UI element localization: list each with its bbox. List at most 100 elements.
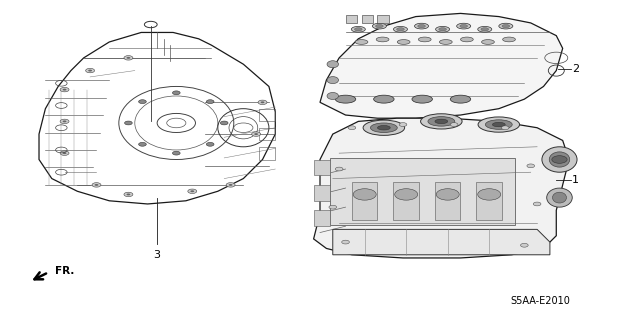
Circle shape: [228, 184, 232, 186]
Circle shape: [88, 70, 92, 71]
Ellipse shape: [376, 37, 389, 42]
Ellipse shape: [481, 28, 488, 31]
Circle shape: [342, 240, 349, 244]
Circle shape: [125, 121, 132, 125]
Ellipse shape: [419, 37, 431, 42]
Ellipse shape: [547, 188, 572, 207]
Ellipse shape: [477, 26, 492, 32]
Circle shape: [206, 142, 214, 146]
Circle shape: [124, 192, 133, 197]
Circle shape: [60, 87, 69, 92]
Ellipse shape: [420, 114, 462, 129]
Ellipse shape: [378, 125, 390, 130]
Ellipse shape: [428, 117, 455, 126]
Circle shape: [127, 57, 131, 59]
Circle shape: [260, 101, 264, 103]
Circle shape: [254, 133, 258, 135]
Text: FR.: FR.: [55, 266, 74, 276]
Circle shape: [226, 183, 235, 187]
Circle shape: [353, 189, 376, 200]
Circle shape: [95, 184, 99, 186]
Ellipse shape: [461, 37, 473, 42]
Text: 3: 3: [154, 250, 161, 260]
Ellipse shape: [478, 117, 520, 132]
Ellipse shape: [335, 95, 356, 103]
Circle shape: [258, 100, 267, 105]
Circle shape: [399, 123, 407, 126]
Ellipse shape: [371, 123, 397, 132]
Ellipse shape: [355, 40, 368, 44]
Text: S5AA-E2010: S5AA-E2010: [510, 296, 570, 306]
Ellipse shape: [492, 122, 505, 127]
Circle shape: [173, 91, 180, 95]
Ellipse shape: [460, 25, 467, 28]
Ellipse shape: [394, 26, 408, 32]
Circle shape: [220, 121, 228, 125]
Circle shape: [173, 151, 180, 155]
Ellipse shape: [435, 119, 448, 123]
Ellipse shape: [397, 40, 410, 44]
FancyBboxPatch shape: [314, 210, 330, 226]
Circle shape: [86, 68, 95, 73]
FancyBboxPatch shape: [435, 182, 461, 220]
Circle shape: [501, 126, 509, 130]
Circle shape: [348, 126, 356, 130]
Circle shape: [477, 189, 500, 200]
Ellipse shape: [436, 26, 450, 32]
Polygon shape: [320, 13, 563, 118]
Circle shape: [206, 100, 214, 104]
Circle shape: [190, 190, 194, 192]
Ellipse shape: [552, 192, 566, 203]
Ellipse shape: [397, 28, 404, 31]
Circle shape: [329, 205, 337, 209]
Circle shape: [92, 183, 101, 187]
Ellipse shape: [499, 23, 513, 29]
Ellipse shape: [439, 28, 447, 31]
Ellipse shape: [542, 147, 577, 172]
Ellipse shape: [418, 25, 426, 28]
Ellipse shape: [481, 40, 494, 44]
FancyBboxPatch shape: [352, 182, 378, 220]
Circle shape: [188, 189, 196, 194]
Circle shape: [60, 119, 69, 123]
Ellipse shape: [502, 37, 515, 42]
FancyBboxPatch shape: [346, 15, 357, 23]
Circle shape: [139, 100, 147, 104]
Ellipse shape: [549, 152, 570, 167]
Circle shape: [63, 152, 67, 154]
Ellipse shape: [372, 23, 387, 29]
Circle shape: [335, 167, 343, 171]
Ellipse shape: [412, 95, 433, 103]
FancyBboxPatch shape: [314, 185, 330, 201]
Ellipse shape: [363, 120, 404, 135]
Ellipse shape: [440, 40, 452, 44]
Ellipse shape: [457, 23, 470, 29]
Ellipse shape: [376, 25, 383, 28]
Circle shape: [395, 189, 418, 200]
Circle shape: [63, 89, 67, 91]
Circle shape: [63, 121, 67, 122]
Circle shape: [252, 132, 260, 136]
Ellipse shape: [327, 61, 339, 68]
Circle shape: [436, 189, 460, 200]
Ellipse shape: [502, 25, 509, 28]
Circle shape: [124, 56, 133, 60]
Ellipse shape: [327, 77, 339, 84]
Ellipse shape: [327, 93, 339, 100]
Polygon shape: [333, 229, 550, 255]
Polygon shape: [314, 118, 569, 258]
Ellipse shape: [485, 120, 512, 129]
Ellipse shape: [374, 95, 394, 103]
Ellipse shape: [351, 26, 365, 32]
Circle shape: [520, 243, 528, 247]
Circle shape: [552, 156, 567, 163]
FancyBboxPatch shape: [330, 158, 515, 225]
FancyBboxPatch shape: [314, 160, 330, 175]
Ellipse shape: [451, 95, 470, 103]
FancyBboxPatch shape: [362, 15, 373, 23]
Circle shape: [139, 142, 147, 146]
FancyBboxPatch shape: [378, 15, 389, 23]
Circle shape: [451, 123, 458, 126]
Circle shape: [60, 151, 69, 155]
Circle shape: [527, 164, 534, 168]
